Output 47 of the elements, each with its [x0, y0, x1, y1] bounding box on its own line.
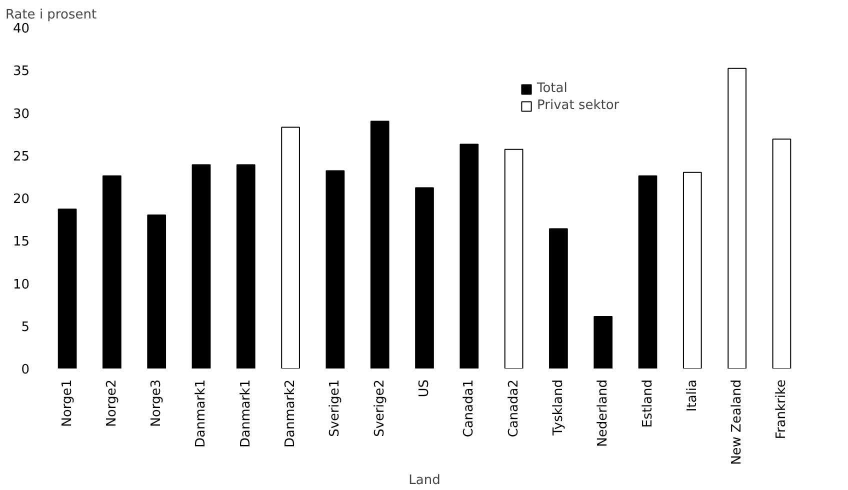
- bar: [415, 187, 434, 368]
- bar: [549, 228, 568, 368]
- bar: [147, 214, 166, 368]
- x-tick-label: Sverige2: [372, 380, 388, 437]
- bar: [281, 126, 300, 368]
- bar: [102, 175, 122, 368]
- x-tick-label: Canada1: [462, 379, 477, 438]
- bar: [594, 316, 613, 368]
- x-tick-label: Norge2: [104, 379, 120, 427]
- y-tick-label: 0: [21, 362, 30, 378]
- y-tick-label: 20: [12, 192, 30, 207]
- bar: [192, 164, 211, 368]
- x-tick-label: Italia: [684, 379, 700, 412]
- bar: [58, 208, 77, 368]
- bar: [460, 144, 479, 368]
- y-tick-label: 40: [12, 22, 30, 36]
- x-tick-label: Norge3: [149, 379, 164, 427]
- y-tick-label: 35: [12, 64, 30, 80]
- x-tick-label: Frankrike: [774, 379, 790, 440]
- x-tick-label: Canada2: [506, 379, 522, 438]
- x-tick-label: Danmark2: [283, 379, 298, 448]
- y-tick-label: 30: [12, 106, 30, 122]
- x-tick-label: Danmark1: [194, 379, 209, 448]
- bar: [370, 120, 390, 368]
- x-tick-label: Norge1: [60, 379, 75, 427]
- x-tick-label: Sverige1: [328, 380, 343, 437]
- x-tick-label: Nederland: [596, 379, 611, 447]
- x-tick-label: New Zealand: [730, 379, 745, 465]
- bar: [326, 170, 345, 368]
- y-tick-label: 10: [12, 277, 30, 292]
- y-tick-label: 25: [12, 149, 30, 164]
- bar: [638, 175, 658, 368]
- legend-label: Privat sektor: [537, 98, 620, 113]
- legend-label: Total: [537, 81, 568, 96]
- y-tick-label: 15: [12, 234, 30, 250]
- x-tick-label: Danmark1: [238, 379, 254, 448]
- bar: [682, 172, 702, 368]
- x-tick-label: Estland: [640, 379, 656, 428]
- bar: [236, 164, 256, 368]
- y-axis-title: Rate i prosent: [6, 8, 97, 22]
- bar: [504, 148, 524, 368]
- x-tick-label: US: [417, 379, 432, 398]
- x-tick-label: Tyskland: [550, 379, 566, 436]
- bar: [728, 68, 746, 368]
- bar: [772, 138, 792, 368]
- x-axis-title: Land: [408, 472, 440, 488]
- y-tick-label: 5: [21, 320, 30, 335]
